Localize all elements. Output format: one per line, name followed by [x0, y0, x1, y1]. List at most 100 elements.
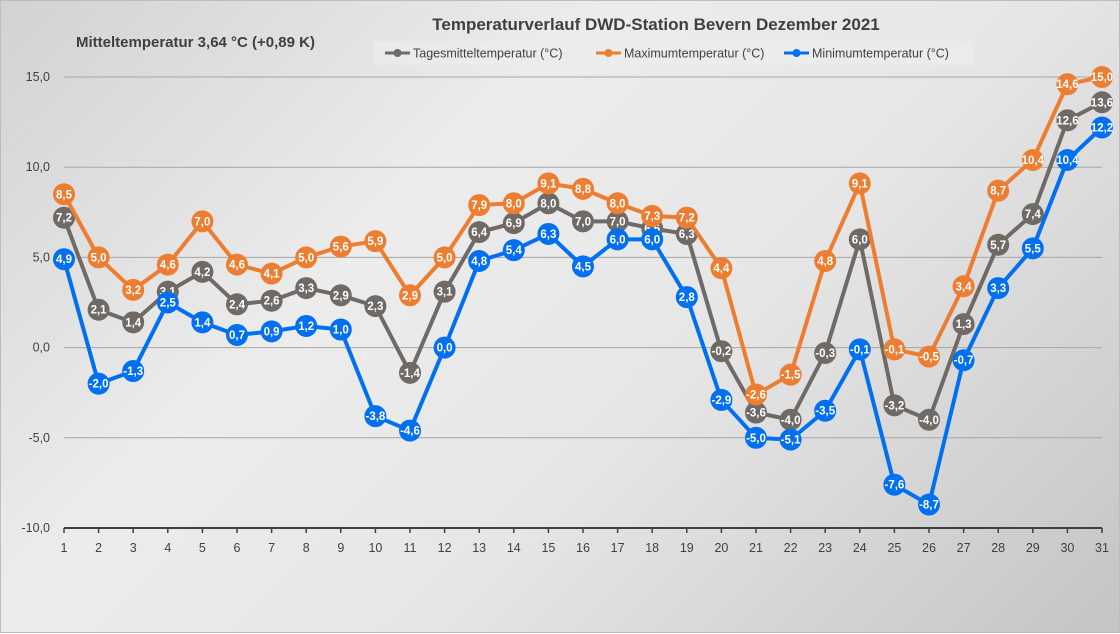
data-point — [641, 228, 664, 251]
data-point — [572, 177, 594, 200]
data-label: 1,4 — [125, 317, 142, 329]
data-label: 8,8 — [575, 184, 592, 196]
data-point — [1021, 237, 1044, 260]
x-tick-label: 5 — [199, 541, 206, 555]
data-label: 4,8 — [817, 256, 834, 268]
data-point — [710, 388, 733, 411]
x-tick-label: 20 — [714, 541, 728, 555]
data-point — [745, 426, 767, 449]
data-label: 2,1 — [91, 305, 108, 317]
data-point — [745, 383, 767, 406]
data-label: 1,4 — [194, 317, 211, 329]
legend-marker-2 — [604, 49, 613, 57]
data-label: 5,4 — [506, 245, 523, 257]
series-minimumtemperatur: 4,9 -2,0 -1,3 2,5 1,4 0,7 0,9 1,2 1,0 -3,8 -4,6 0,0… — [53, 116, 1113, 516]
data-point — [814, 342, 837, 365]
data-label: 4,4 — [713, 263, 730, 275]
data-point — [883, 473, 906, 496]
data-point — [87, 372, 110, 395]
data-label: 10,4 — [1022, 155, 1045, 167]
x-tick-label: 17 — [611, 541, 625, 555]
data-label: 4,9 — [56, 254, 72, 266]
data-point — [329, 284, 352, 307]
data-point — [1021, 203, 1044, 226]
data-point — [745, 401, 767, 424]
x-tick-label: 22 — [784, 541, 798, 555]
data-label: 8,0 — [610, 198, 626, 210]
data-label: -2,6 — [746, 390, 766, 402]
x-tick-label: 27 — [957, 541, 971, 555]
legend-marker-3 — [792, 49, 801, 57]
data-point — [987, 277, 1010, 300]
data-label: -0,1 — [850, 344, 870, 356]
data-label: 0,0 — [437, 343, 453, 355]
data-label: -5,1 — [781, 435, 801, 447]
data-point — [606, 210, 629, 233]
data-label: -1,5 — [781, 370, 801, 382]
data-label: -3,5 — [815, 406, 835, 418]
data-point — [1056, 148, 1079, 171]
data-point — [295, 314, 318, 337]
data-point — [537, 172, 560, 195]
data-label: 1,3 — [956, 319, 972, 331]
data-point — [1021, 148, 1044, 171]
data-label: 6,0 — [610, 234, 626, 246]
data-label: 3,3 — [990, 283, 1006, 295]
data-point — [779, 408, 802, 431]
data-point — [502, 239, 525, 262]
data-label: 4,5 — [575, 261, 592, 273]
x-tick-label: 11 — [404, 541, 417, 555]
data-label: 2,8 — [679, 292, 696, 304]
data-label: 8,5 — [56, 189, 73, 201]
data-point — [606, 228, 629, 251]
data-label: 12,6 — [1056, 115, 1078, 127]
data-point — [364, 405, 387, 428]
data-label: 2,4 — [229, 299, 246, 311]
data-point — [87, 298, 110, 321]
data-point — [1091, 66, 1113, 88]
data-label: 10,4 — [1056, 155, 1079, 167]
series-maximumtemperatur: 8,5 5,0 3,2 4,6 7,0 4,6 4,1 5,0 5,6 5,9 2,9 5,0 7,9 8… — [53, 66, 1113, 406]
data-point — [641, 204, 664, 227]
data-label: -1,3 — [123, 366, 143, 378]
data-point — [814, 399, 837, 422]
data-label: 7,0 — [194, 216, 210, 228]
data-label: 6,0 — [852, 234, 868, 246]
data-point — [364, 295, 387, 318]
data-point — [87, 246, 110, 269]
y-axis: -10,0 -5,0 0,0 5,0 10,0 15,0 — [22, 70, 51, 535]
data-label: 1,2 — [298, 321, 314, 333]
data-point — [1056, 73, 1079, 96]
x-tick-label: 14 — [507, 541, 521, 555]
data-label: 7,2 — [56, 213, 72, 225]
data-point — [433, 280, 456, 303]
data-point — [433, 246, 456, 269]
data-point — [53, 206, 75, 229]
data-label: 4,8 — [471, 256, 488, 268]
x-tick-label: 10 — [368, 541, 382, 555]
data-point — [226, 323, 248, 346]
x-tick-label: 30 — [1060, 541, 1074, 555]
data-point — [1091, 116, 1113, 139]
data-point — [1091, 91, 1113, 114]
data-label: 4,6 — [160, 260, 176, 272]
data-label: 5,9 — [367, 236, 383, 248]
x-tick-label: 23 — [818, 541, 832, 555]
data-point — [502, 212, 525, 235]
data-label: 2,9 — [333, 290, 349, 302]
x-tick-label: 19 — [680, 541, 694, 555]
data-point — [987, 179, 1010, 202]
data-label: 5,5 — [1025, 243, 1042, 255]
data-point — [260, 289, 283, 312]
data-label: 6,0 — [644, 234, 660, 246]
data-label: 9,1 — [852, 178, 869, 190]
data-label: -5,0 — [746, 433, 766, 445]
x-tick-label: 31 — [1095, 541, 1109, 555]
data-label: 5,0 — [91, 252, 107, 264]
data-label: 13,6 — [1091, 97, 1113, 109]
y-tick-label: 0,0 — [33, 341, 50, 355]
series-tagesmitteltemperatur: 7,22,11,43,14,22,42,63,32,92,3-1,43,16,4… — [53, 91, 1113, 431]
series-line — [62, 75, 1103, 397]
